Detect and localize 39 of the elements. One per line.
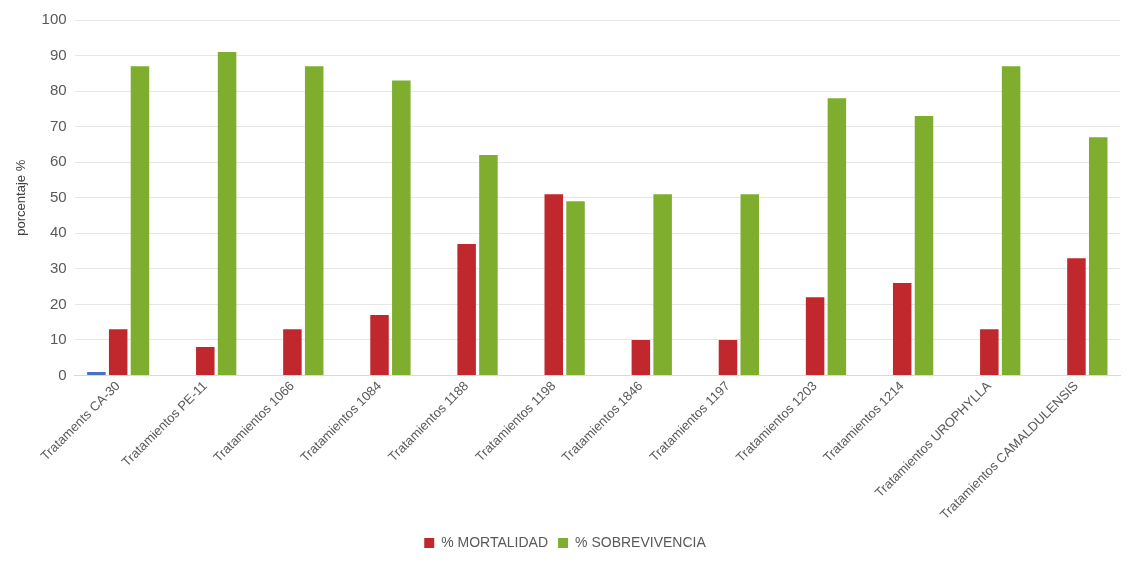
bar xyxy=(653,194,672,375)
legend-label: % MORTALIDAD xyxy=(441,533,549,550)
y-tick-label: 0 xyxy=(58,365,67,383)
y-tick-label: 100 xyxy=(41,10,67,28)
bar xyxy=(566,201,585,375)
bar xyxy=(914,115,934,375)
bar xyxy=(827,98,847,375)
legend-label: % SOBREVIVENCIA xyxy=(575,533,707,550)
y-tick-label: 30 xyxy=(49,258,67,276)
y-tick-label: 80 xyxy=(49,81,67,99)
y-tick-label: 90 xyxy=(49,45,67,63)
bar xyxy=(740,194,760,375)
bar xyxy=(304,66,324,375)
bar xyxy=(631,339,651,375)
bar xyxy=(217,51,237,375)
bar xyxy=(108,329,128,375)
y-tick-label: 60 xyxy=(49,152,67,170)
bar xyxy=(980,329,999,375)
y-axis-title: porcentaje % xyxy=(13,159,29,236)
y-tick-label: 20 xyxy=(49,294,67,312)
y-tick-label: 10 xyxy=(49,330,67,348)
bar xyxy=(196,347,215,375)
bar xyxy=(457,243,476,375)
y-tick-label: 40 xyxy=(49,223,67,241)
bar xyxy=(130,66,150,375)
bar xyxy=(718,339,738,375)
bar xyxy=(87,371,106,375)
bar xyxy=(892,283,912,375)
bar xyxy=(1067,258,1086,375)
y-tick-label: 50 xyxy=(49,187,67,205)
bar xyxy=(392,80,411,375)
bar xyxy=(1001,66,1021,375)
bar xyxy=(479,155,498,375)
bar xyxy=(283,329,302,375)
bar xyxy=(1088,137,1108,375)
bar xyxy=(805,297,825,375)
y-tick-label: 70 xyxy=(49,116,67,134)
bar xyxy=(544,194,564,375)
bar xyxy=(370,315,389,375)
